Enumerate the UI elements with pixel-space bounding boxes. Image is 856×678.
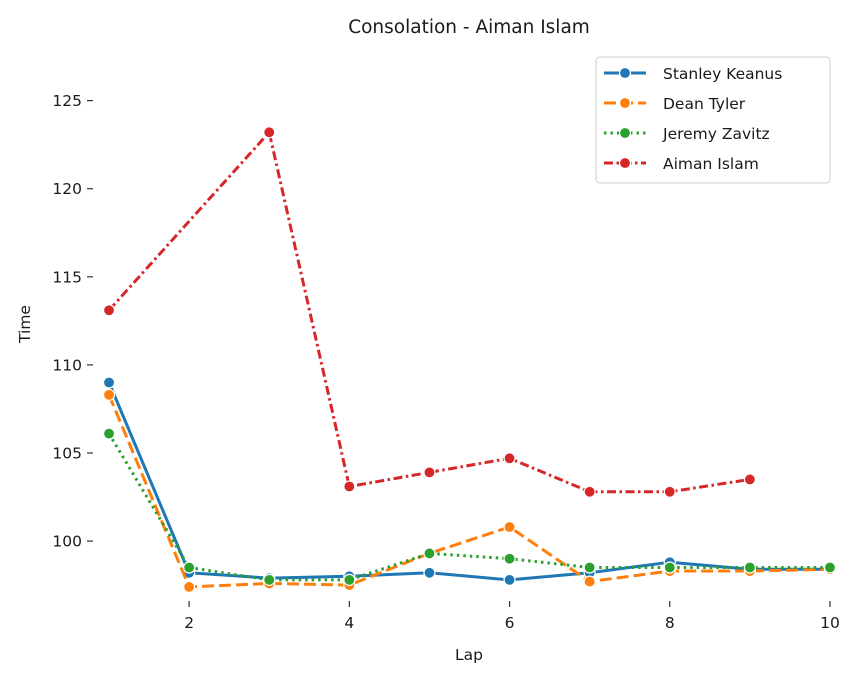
data-point	[102, 376, 116, 389]
legend-item-jeremy-zavitz: Jeremy Zavitz	[604, 125, 770, 143]
series-line-dean-tyler	[107, 394, 831, 589]
data-point	[583, 575, 596, 588]
data-point	[503, 452, 516, 465]
data-point	[102, 427, 116, 440]
data-point	[663, 485, 676, 498]
data-point	[743, 473, 756, 486]
legend-box	[595, 56, 831, 184]
legend-label: Jeremy Zavitz	[662, 125, 770, 143]
series-dean-tyler	[102, 388, 837, 594]
legend-marker	[618, 156, 632, 170]
y-tick-label: 105	[52, 445, 82, 463]
data-point	[263, 126, 276, 139]
series-lines	[102, 126, 837, 594]
data-point	[263, 573, 276, 586]
legend-marker	[618, 96, 632, 110]
data-point	[343, 480, 356, 493]
y-axis: 100 105 110 115 120 125	[52, 92, 93, 551]
x-axis-label: Lap	[455, 646, 483, 664]
x-tick-label: 8	[665, 614, 675, 632]
x-tick-label: 2	[184, 614, 194, 632]
series-aiman-islam	[102, 126, 756, 498]
y-tick-label: 120	[52, 180, 82, 198]
legend-marker	[618, 126, 632, 140]
data-point	[503, 573, 516, 586]
x-tick-label: 10	[820, 614, 840, 632]
data-point	[423, 547, 436, 560]
y-tick-label: 110	[52, 356, 82, 374]
data-point	[183, 561, 196, 574]
x-tick-label: 6	[505, 614, 515, 632]
data-point	[583, 485, 596, 498]
legend-item-stanley-keanus: Stanley Keanus	[604, 65, 782, 83]
y-tick-label: 115	[52, 268, 82, 286]
data-point	[183, 580, 196, 594]
series-line-stanley-keanus	[107, 381, 830, 582]
data-point	[423, 466, 436, 479]
data-point	[583, 561, 596, 574]
x-axis: 2 4 6 8 10	[184, 601, 840, 632]
data-point	[743, 561, 756, 574]
data-point	[663, 561, 676, 574]
y-axis-label: Time	[16, 305, 34, 344]
legend-label: Aiman Islam	[663, 155, 759, 173]
y-tick-label: 100	[52, 533, 82, 551]
data-point	[102, 388, 116, 401]
series-stanley-keanus	[102, 376, 837, 586]
series-line-jeremy-zavitz	[107, 432, 830, 582]
x-tick-label: 4	[344, 614, 354, 632]
chart-title: Consolation - Aiman Islam	[348, 17, 590, 38]
legend-marker	[618, 66, 632, 80]
data-point	[423, 566, 436, 579]
legend: Stanley Keanus Dean Tyler Jeremy Zavitz Aim…	[595, 56, 831, 184]
legend-item-aiman-islam: Aiman Islam	[604, 155, 759, 173]
data-point	[823, 561, 837, 574]
data-point	[503, 520, 516, 534]
series-line-aiman-islam	[107, 130, 751, 494]
y-tick-label: 125	[52, 92, 82, 110]
legend-item-dean-tyler: Dean Tyler	[604, 95, 746, 113]
data-point	[343, 573, 356, 586]
series-jeremy-zavitz	[102, 427, 837, 586]
legend-label: Stanley Keanus	[663, 65, 782, 83]
legend-label: Dean Tyler	[663, 95, 746, 113]
data-point	[503, 552, 516, 565]
data-point	[102, 304, 116, 317]
